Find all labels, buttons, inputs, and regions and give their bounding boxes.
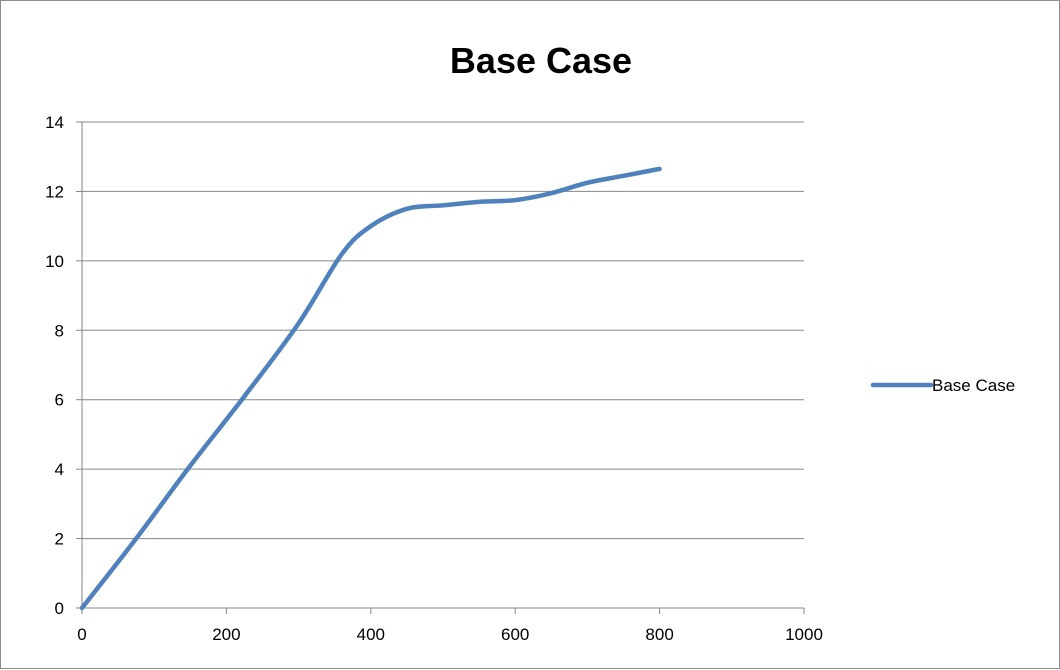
tick-labels: 0 2 4 6 8 10 12 14 0 200 400 600 800 1000 xyxy=(45,113,823,644)
y-tick-label: 4 xyxy=(55,460,64,479)
y-tick-label: 6 xyxy=(55,391,64,410)
series-lines xyxy=(79,166,662,611)
y-tick-label: 2 xyxy=(55,530,64,549)
y-tick-label: 8 xyxy=(55,321,64,340)
axes xyxy=(76,121,805,614)
x-tick-label: 1000 xyxy=(785,625,823,644)
series-line-0 xyxy=(79,166,662,611)
y-tick-label: 10 xyxy=(45,252,64,271)
y-tick-label: 12 xyxy=(45,182,64,201)
x-tick-label: 800 xyxy=(645,625,673,644)
y-tick-label: 0 xyxy=(55,599,64,618)
x-tick-label: 600 xyxy=(501,625,529,644)
legend: Base Case xyxy=(870,376,1015,395)
y-tick-label: 14 xyxy=(45,113,64,132)
x-tick-label: 400 xyxy=(357,625,385,644)
legend-label: Base Case xyxy=(932,376,1015,395)
x-tick-label: 200 xyxy=(212,625,240,644)
chart-title: Base Case xyxy=(450,40,632,81)
gridlines xyxy=(82,121,804,540)
x-tick-label: 0 xyxy=(77,625,86,644)
